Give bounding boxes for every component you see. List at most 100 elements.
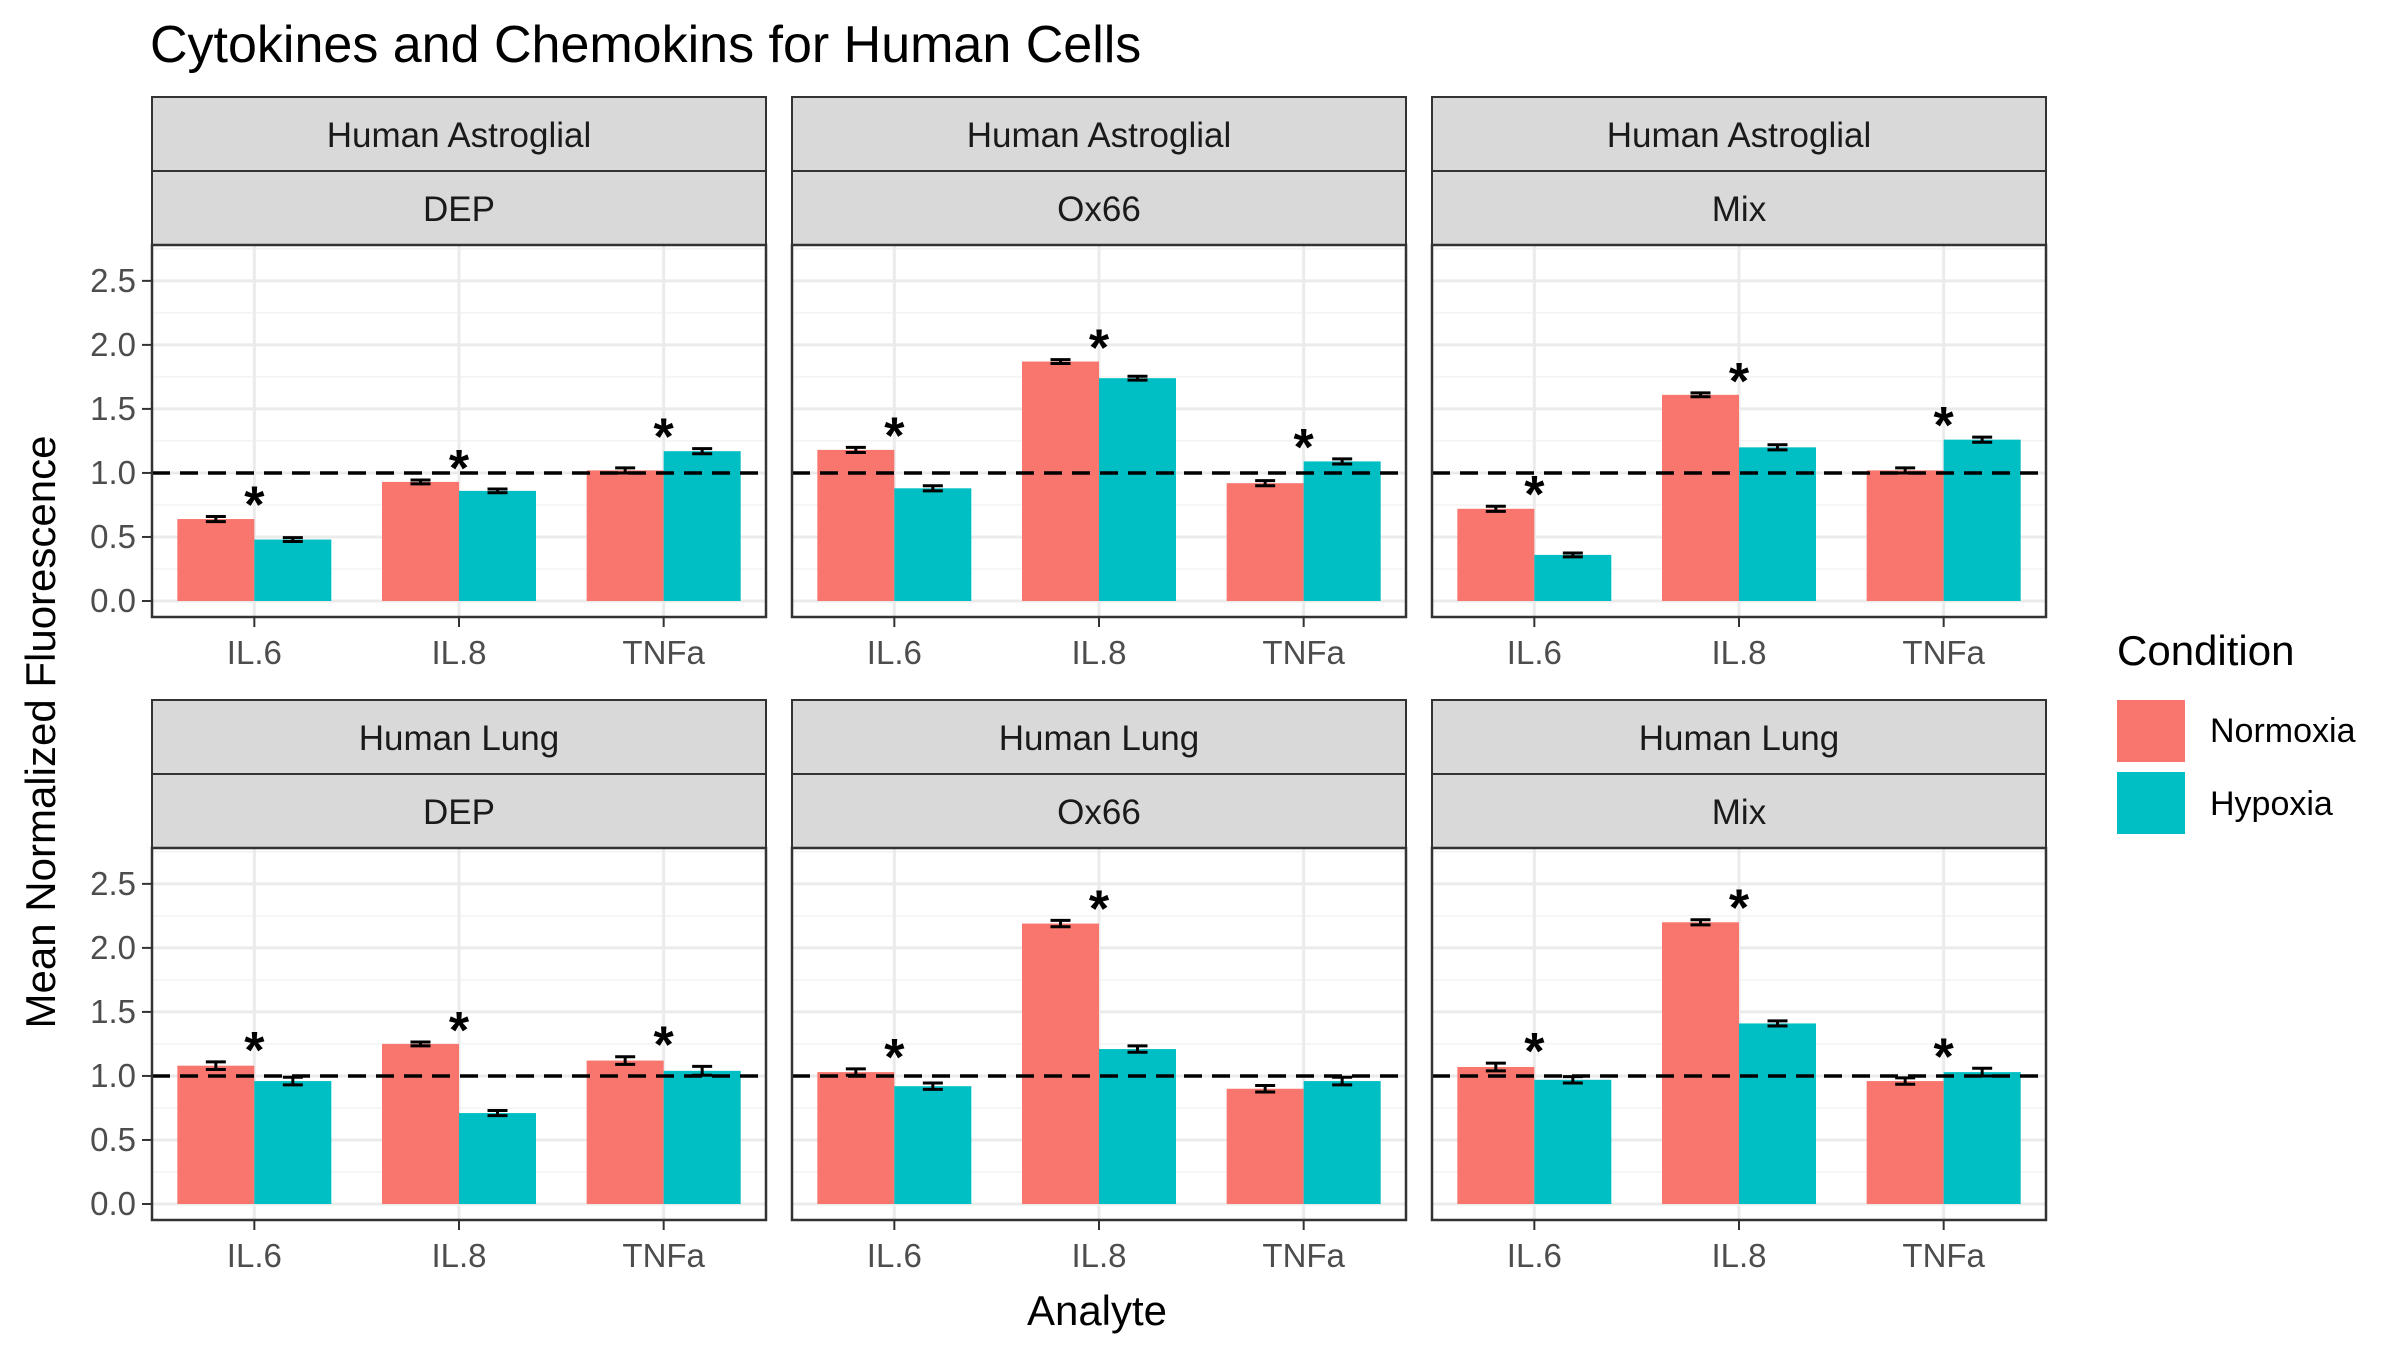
error-bar-hypoxia-il-8 xyxy=(1767,443,1788,452)
error-bar-normoxia-tnfa xyxy=(1895,1076,1916,1086)
bar-hypoxia-tnfa xyxy=(1943,439,2021,601)
error-bar-hypoxia-tnfa xyxy=(692,447,713,456)
y-tick-label: 2.5 xyxy=(90,865,136,902)
panel-human-lung-ox66: Human Lung Ox66 * * IL.6 IL.8 TNFa xyxy=(790,699,1408,1274)
strip-cell xyxy=(791,96,1407,172)
strip-treatment-label: Mix xyxy=(1712,793,1767,832)
legend-label-hypoxia: Hypoxia xyxy=(2210,785,2333,823)
error-bar-hypoxia-tnfa xyxy=(1332,457,1353,466)
strip-cell xyxy=(151,96,767,172)
bar-hypoxia-il-6 xyxy=(1534,554,1612,601)
bar-normoxia-il-8 xyxy=(382,1043,459,1204)
x-tick-label-tnfa: TNFa xyxy=(622,1237,705,1274)
bar-normoxia-il-6 xyxy=(1457,508,1535,601)
strip-treatment-label: DEP xyxy=(423,190,495,229)
legend-label-normoxia: Normoxia xyxy=(2210,712,2356,750)
y-tick-label: 1.5 xyxy=(90,993,136,1030)
error-bar-normoxia-il-6 xyxy=(205,1060,226,1072)
y-tick-label: 1.0 xyxy=(90,1057,136,1094)
error-bar-normoxia-il-8 xyxy=(410,478,431,486)
strip-treatment xyxy=(1431,773,2047,849)
panel-human-astroglial-dep: Human Astroglial DEP * * * IL.6 IL.8 TNFa 0.0 0.5… xyxy=(90,96,768,671)
strip-treatment xyxy=(151,773,767,849)
bar-hypoxia-tnfa xyxy=(1303,1081,1381,1204)
error-bar-hypoxia-il-6 xyxy=(282,1075,303,1087)
legend-title: Condition xyxy=(2117,627,2294,674)
error-bar-normoxia-il-6 xyxy=(845,1067,866,1077)
strip-treatment xyxy=(791,170,1407,246)
bar-normoxia-il-6 xyxy=(817,1072,895,1204)
bar-hypoxia-tnfa xyxy=(663,1070,741,1204)
x-tick-label-tnfa: TNFa xyxy=(622,634,705,671)
bar-normoxia-tnfa xyxy=(1866,1081,1944,1204)
bar-hypoxia-il-8 xyxy=(1099,378,1176,601)
bar-normoxia-il-6 xyxy=(817,449,895,601)
error-bar-hypoxia-il-8 xyxy=(487,487,508,495)
error-bar-normoxia-il-8 xyxy=(1050,918,1071,929)
error-bar-normoxia-il-8 xyxy=(1050,358,1071,365)
bar-hypoxia-tnfa xyxy=(663,451,741,601)
y-tick-label: 1.5 xyxy=(90,390,136,427)
strip-cell-label: Human Lung xyxy=(1639,719,1839,758)
x-tick-label-il-6: IL.6 xyxy=(227,1237,282,1274)
bar-hypoxia-il-8 xyxy=(1099,1049,1176,1204)
bar-normoxia-il-8 xyxy=(1022,923,1099,1204)
y-tick-label: 2.5 xyxy=(90,262,136,299)
bar-hypoxia-il-6 xyxy=(894,488,972,601)
y-tick-label: 2.0 xyxy=(90,929,136,966)
error-bar-hypoxia-il-6 xyxy=(922,484,943,493)
bar-normoxia-il-8 xyxy=(1022,361,1099,601)
bar-normoxia-tnfa xyxy=(586,470,664,601)
significance-star-il-8: * xyxy=(449,1002,470,1060)
strip-cell-label: Human Astroglial xyxy=(1607,116,1872,155)
significance-star-il-8: * xyxy=(1729,353,1750,411)
panel-human-lung-mix: Human Lung Mix * * * IL.6 IL.8 TNFa xyxy=(1430,699,2048,1274)
error-bar-normoxia-tnfa xyxy=(1895,466,1916,475)
error-bar-hypoxia-tnfa xyxy=(692,1064,713,1077)
bar-normoxia-il-8 xyxy=(1662,394,1739,601)
legend: Condition Normoxia Hypoxia xyxy=(2117,627,2356,834)
error-bar-hypoxia-il-6 xyxy=(1562,1075,1583,1085)
significance-star-il-6: * xyxy=(884,1029,905,1087)
error-bar-normoxia-il-8 xyxy=(1690,918,1711,927)
error-bar-normoxia-il-6 xyxy=(845,445,866,454)
error-bar-normoxia-il-6 xyxy=(1485,1061,1506,1073)
y-tick-label: 1.0 xyxy=(90,454,136,491)
y-tick-label: 0.0 xyxy=(90,1185,136,1222)
bar-hypoxia-tnfa xyxy=(1943,1072,2021,1204)
panel-human-astroglial-mix: Human Astroglial Mix * * * IL.6 IL.8 TNFa xyxy=(1430,96,2048,671)
x-tick-label-il-8: IL.8 xyxy=(1711,634,1766,671)
error-bar-normoxia-tnfa xyxy=(615,1055,636,1066)
strip-cell-label: Human Astroglial xyxy=(967,116,1232,155)
x-tick-label-il-8: IL.8 xyxy=(431,634,486,671)
error-bar-normoxia-tnfa xyxy=(1255,479,1276,488)
strip-treatment-label: Ox66 xyxy=(1057,793,1141,832)
error-bar-normoxia-il-8 xyxy=(410,1040,431,1048)
x-tick-label-il-8: IL.8 xyxy=(1071,1237,1126,1274)
bar-normoxia-tnfa xyxy=(1226,483,1304,601)
error-bar-normoxia-il-6 xyxy=(1485,504,1506,513)
x-tick-label-il-8: IL.8 xyxy=(431,1237,486,1274)
error-bar-hypoxia-il-6 xyxy=(282,536,303,543)
x-tick-label-il-6: IL.6 xyxy=(227,634,282,671)
x-tick-label-il-6: IL.6 xyxy=(1507,634,1562,671)
strip-cell xyxy=(1431,699,2047,775)
error-bar-hypoxia-tnfa xyxy=(1972,435,1993,444)
strip-cell-label: Human Lung xyxy=(359,719,559,758)
error-bar-hypoxia-il-8 xyxy=(487,1109,508,1118)
error-bar-hypoxia-tnfa xyxy=(1972,1066,1993,1078)
x-tick-label-tnfa: TNFa xyxy=(1902,1237,1985,1274)
strip-cell xyxy=(151,699,767,775)
panel-human-astroglial-ox66: Human Astroglial Ox66 * * * IL.6 IL.8 TNFa xyxy=(790,96,1408,671)
error-bar-normoxia-tnfa xyxy=(615,466,636,475)
legend-swatch-hypoxia xyxy=(2117,772,2185,834)
y-axis-title: Mean Normalized Fluorescence xyxy=(17,436,64,1029)
error-bar-hypoxia-il-8 xyxy=(1767,1019,1788,1028)
bar-hypoxia-tnfa xyxy=(1303,461,1381,601)
bar-normoxia-il-8 xyxy=(1662,922,1739,1204)
error-bar-normoxia-il-8 xyxy=(1690,391,1711,399)
bar-hypoxia-il-6 xyxy=(1534,1079,1612,1204)
x-tick-label-il-8: IL.8 xyxy=(1071,634,1126,671)
bar-normoxia-tnfa xyxy=(1866,470,1944,601)
facet-panels: Human Astroglial DEP * * * IL.6 IL.8 TNFa 0.0 0.5… xyxy=(90,96,2048,1274)
